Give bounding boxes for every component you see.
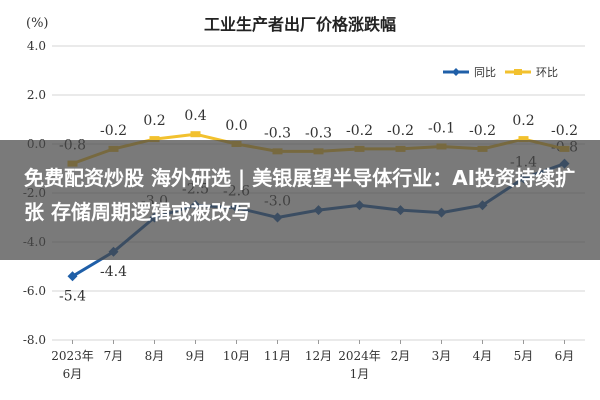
legend-label: 环比 xyxy=(536,66,558,79)
data-label: 0.2 xyxy=(512,113,534,129)
x-tick-label: 2023年 xyxy=(51,349,94,363)
x-tick-label-line2: 6月 xyxy=(63,367,83,381)
legend-marker xyxy=(452,68,460,76)
chart-title: 工业生产者出厂价格涨跌幅 xyxy=(204,15,396,34)
x-tick-label: 8月 xyxy=(145,349,165,363)
x-tick-label: 9月 xyxy=(186,349,206,363)
data-point xyxy=(518,136,529,143)
legend-label: 同比 xyxy=(474,66,496,79)
y-tick-label: -6.0 xyxy=(23,284,46,298)
data-label: -0.1 xyxy=(428,120,455,136)
data-label: -0.2 xyxy=(469,123,496,139)
x-tick-label: 4月 xyxy=(473,349,493,363)
x-tick-label-line2: 1月 xyxy=(350,367,370,381)
x-tick-label: 7月 xyxy=(104,349,124,363)
headline-banner xyxy=(0,140,600,260)
data-label: -4.4 xyxy=(100,264,127,280)
x-tick-label: 2024年 xyxy=(338,349,381,363)
x-tick-label: 2月 xyxy=(391,349,411,363)
headline-text[interactable]: 免费配资炒股 海外研选 | 美银展望半导体行业：AI投资持续扩张 存储周期逻辑或… xyxy=(24,166,576,224)
data-label: 0.2 xyxy=(143,113,165,129)
x-tick-label: 6月 xyxy=(555,349,575,363)
data-label: 0.4 xyxy=(184,108,206,124)
data-label: -0.2 xyxy=(100,123,127,139)
x-tick-label: 5月 xyxy=(514,349,534,363)
data-label: -0.3 xyxy=(305,125,332,141)
x-tick-label: 12月 xyxy=(305,349,332,363)
data-label: -0.2 xyxy=(346,123,373,139)
data-label: -0.2 xyxy=(551,123,578,139)
y-unit-label: (%) xyxy=(26,16,49,31)
data-point xyxy=(149,136,160,143)
x-tick-label: 3月 xyxy=(432,349,452,363)
data-point xyxy=(190,131,201,138)
legend: 同比 环比 xyxy=(443,66,558,79)
legend-marker xyxy=(514,69,522,75)
data-label: -5.4 xyxy=(59,288,86,304)
x-tick-label: 10月 xyxy=(223,349,250,363)
y-tick-label: 4.0 xyxy=(27,39,46,53)
data-label: -0.3 xyxy=(264,125,291,141)
data-point xyxy=(67,271,78,282)
x-tick-label: 11月 xyxy=(264,349,291,363)
y-tick-label: -8.0 xyxy=(23,333,46,347)
y-tick-label: 2.0 xyxy=(27,88,46,102)
data-label: -0.2 xyxy=(387,123,414,139)
data-label: 0.0 xyxy=(225,118,247,134)
